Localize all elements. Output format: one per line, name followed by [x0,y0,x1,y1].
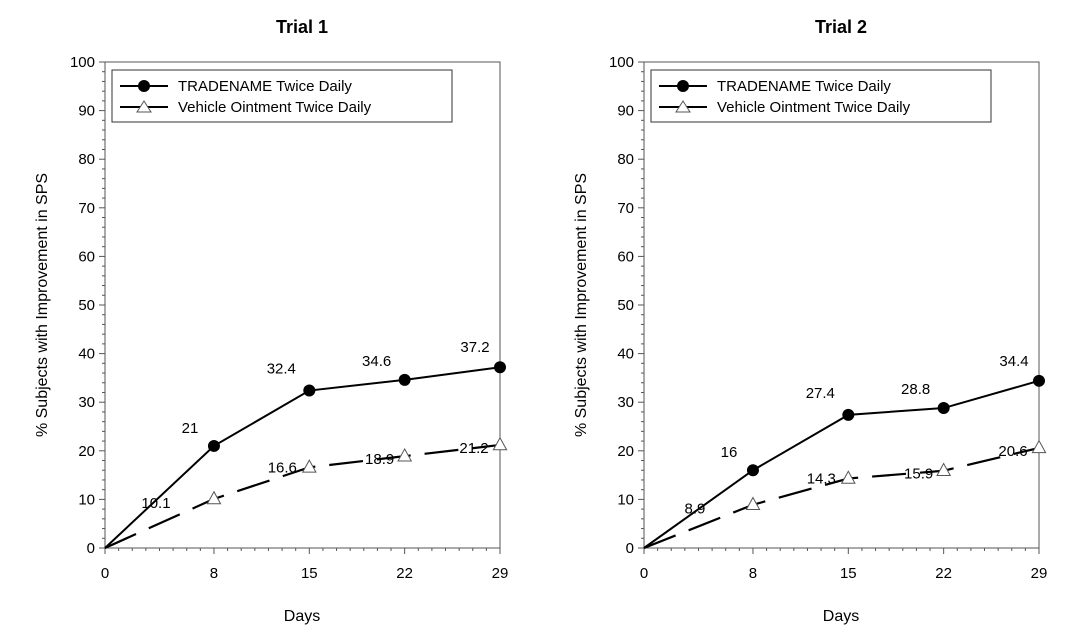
y-tick-label: 100 [70,54,95,71]
y-tick-label: 20 [78,443,95,460]
data-point-circle [746,464,759,477]
legend-box [650,69,992,123]
y-tick-label: 70 [78,200,95,217]
data-label: 21 [182,420,199,437]
legend-circle-icon [677,80,689,92]
legend-label: TRADENAME Twice Daily [717,78,891,95]
data-point-circle [937,402,950,415]
y-tick-label: 60 [617,248,634,265]
y-tick-label: 40 [78,346,95,363]
x-tick-label: 22 [396,565,413,582]
series-line [643,446,1040,550]
x-tick-label: 15 [840,565,857,582]
y-tick-label: 80 [617,151,634,168]
data-point-triangle [936,462,952,477]
data-point-circle [1033,374,1045,387]
x-tick-label: 8 [210,565,218,582]
data-point-triangle [397,447,413,462]
x-tick-label: 29 [492,565,509,582]
y-tick-label: 40 [617,346,634,363]
x-tick-label: 29 [1031,565,1048,582]
chart-title: Trial 1 [276,17,328,37]
data-label: 8.9 [685,501,706,518]
legend-triangle-icon [675,100,691,113]
y-tick-label: 10 [617,491,634,508]
data-label: 37.2 [460,339,489,356]
data-point-circle [398,373,411,386]
y-tick-label: 0 [87,540,95,557]
y-axis-label: % Subjects with Improvement in SPS [34,173,51,437]
y-tick-label: 60 [78,248,95,265]
y-axis-label: % Subjects with Improvement in SPS [573,173,590,437]
data-label: 27.4 [806,385,835,402]
data-label: 34.6 [362,353,391,370]
y-tick-label: 50 [78,297,95,314]
legend-circle-icon [138,80,150,92]
y-tick-label: 80 [78,151,95,168]
y-tick-label: 30 [78,394,95,411]
legend: TRADENAME Twice Daily Vehicle Ointment Tw… [111,69,453,123]
series-vehicle: 10.1 16.6 18.9 21.2 [104,436,508,550]
legend-triangle-icon [136,100,152,113]
legend-label: Vehicle Ointment Twice Daily [717,99,911,116]
data-point-circle [494,361,506,374]
data-label: 16 [721,444,738,461]
legend-label: Vehicle Ointment Twice Daily [178,99,372,116]
y-tick-label: 10 [78,491,95,508]
data-label: 28.8 [901,381,930,398]
data-label: 15.9 [904,466,933,483]
y-tick-label: 0 [626,540,634,557]
y-tick-label: 100 [609,54,634,71]
series-line [643,379,1040,549]
chart-panel-trial-2: Trial 2 0 10 20 30 40 50 60 70 80 90 100 0 8 15 22 29 Day… [539,0,1078,628]
chart-title: Trial 2 [815,17,867,37]
data-label: 20.6 [998,443,1027,460]
data-label: 14.3 [807,471,836,488]
x-tick-label: 8 [749,565,757,582]
data-label: 21.2 [459,440,488,457]
y-tick-label: 30 [617,394,634,411]
x-axis-label: Days [823,608,859,625]
data-point-triangle [745,496,761,511]
x-axis-label: Days [284,608,320,625]
data-point-triangle [492,436,508,451]
data-point-triangle [840,470,856,484]
data-label: 32.4 [267,361,296,378]
series-tradename: 21 32.4 34.6 37.2 [104,339,506,549]
plot-frame [643,61,1040,549]
plot-frame [104,61,501,549]
x-tick-label: 0 [640,565,648,582]
x-tick-label: 15 [301,565,318,582]
chart-svg: Trial 1 0 10 20 30 40 50 60 70 80 90 100 0 8 15 22 29 Day… [34,17,509,625]
data-point-triangle [206,490,222,505]
chart-svg: Trial 2 0 10 20 30 40 50 60 70 80 90 100 0 8 15 22 29 Day… [573,17,1048,625]
y-tick-label: 70 [617,200,634,217]
x-tick-label: 22 [935,565,952,582]
y-tick-label: 90 [78,103,95,120]
chart-panel-trial-1: Trial 1 0 10 20 30 40 50 60 70 80 90 100 0 8 15 22 29 Day… [34,17,509,625]
data-label: 18.9 [365,451,394,468]
y-tick-label: 20 [617,443,634,460]
data-label: 10.1 [141,495,170,512]
data-point-triangle [1031,439,1047,454]
data-point-circle [303,384,316,397]
data-label: 34.4 [999,353,1028,370]
y-tick-label: 90 [617,103,634,120]
y-tick-label: 50 [617,297,634,314]
data-label: 16.6 [268,459,297,476]
x-tick-label: 0 [101,565,109,582]
data-point-circle [207,439,220,452]
series-tradename: 16 27.4 28.8 34.4 [643,353,1045,549]
legend-box [111,69,453,123]
legend: TRADENAME Twice Daily Vehicle Ointment Tw… [650,69,992,123]
data-point-triangle [301,459,317,473]
series-vehicle: 8.9 14.3 15.9 20.6 [643,439,1047,550]
legend-label: TRADENAME Twice Daily [178,78,352,95]
data-point-circle [842,408,855,421]
